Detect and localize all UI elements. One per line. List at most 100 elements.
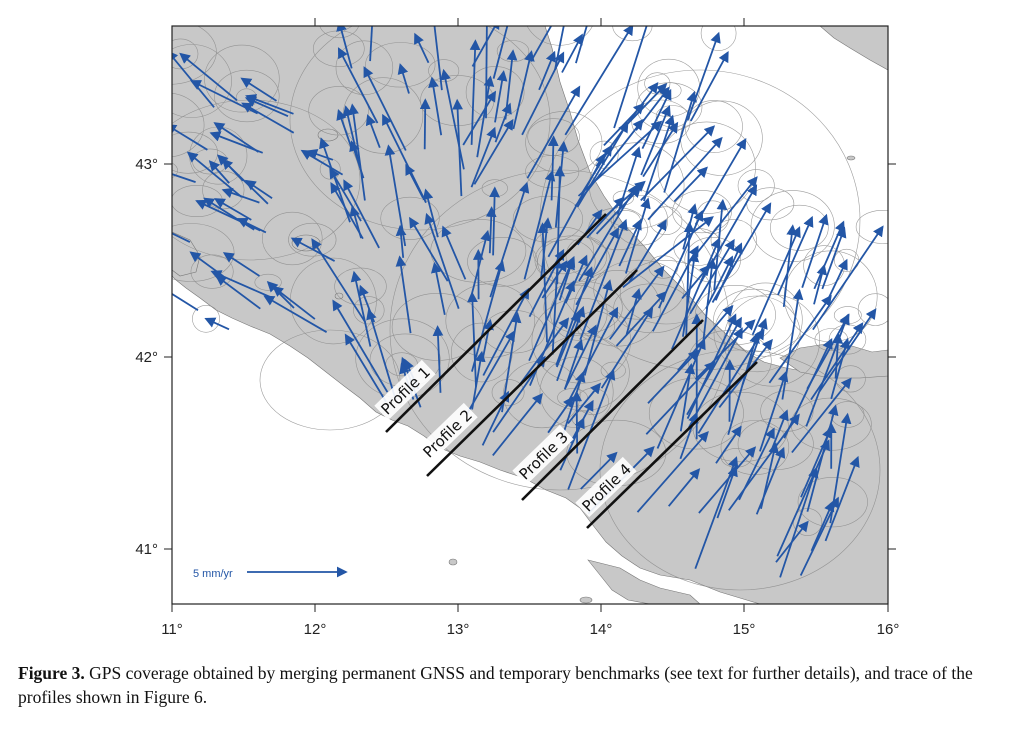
velocity-vector bbox=[409, 216, 449, 282]
velocity-vector bbox=[777, 215, 814, 296]
velocity-vector bbox=[759, 370, 789, 452]
uncertainty-ellipse bbox=[172, 131, 218, 174]
velocity-vector bbox=[640, 125, 716, 202]
velocity-vector bbox=[430, 261, 446, 315]
velocity-vector bbox=[179, 52, 238, 101]
uncertainty-ellipse bbox=[532, 226, 594, 275]
velocity-vector bbox=[714, 242, 743, 301]
uncertainty-ellipse bbox=[214, 69, 280, 123]
velocity-vector bbox=[608, 265, 665, 340]
velocity-vector bbox=[574, 118, 644, 207]
velocity-vector bbox=[547, 135, 559, 201]
velocity-vector bbox=[337, 47, 379, 124]
velocity-vector bbox=[635, 86, 670, 131]
uncertainty-ellipse bbox=[713, 295, 801, 373]
velocity-vector bbox=[348, 103, 366, 201]
velocity-vector bbox=[414, 32, 430, 64]
velocity-vector bbox=[172, 173, 196, 183]
velocity-vector bbox=[575, 26, 588, 64]
velocity-vector bbox=[727, 332, 760, 435]
y-tick-43: 43° bbox=[135, 156, 158, 173]
uncertainty-ellipse bbox=[649, 206, 683, 235]
velocity-vector bbox=[424, 212, 460, 309]
profile-2-trace bbox=[426, 269, 638, 477]
velocity-vector bbox=[452, 98, 463, 197]
velocity-vector bbox=[311, 238, 367, 323]
velocity-vector bbox=[489, 181, 530, 298]
velocity-vector bbox=[641, 88, 672, 149]
velocity-vector bbox=[209, 131, 264, 154]
uncertainty-ellipse bbox=[172, 44, 232, 118]
velocity-vector bbox=[523, 169, 556, 280]
land-sardinia-tip bbox=[172, 231, 201, 277]
velocity-vector bbox=[492, 26, 509, 79]
velocity-vector bbox=[681, 264, 711, 299]
uncertainty-ellipse bbox=[684, 237, 741, 283]
velocity-vector bbox=[699, 184, 758, 284]
velocity-vector bbox=[694, 138, 747, 226]
velocity-vector bbox=[577, 120, 663, 197]
velocity-vector bbox=[343, 179, 380, 249]
uncertainty-ellipse bbox=[391, 292, 484, 361]
island-giglio bbox=[334, 292, 344, 300]
velocity-vector bbox=[625, 287, 642, 336]
y-axis-labels: 43° 42° 41° bbox=[135, 156, 158, 558]
velocity-vector bbox=[686, 313, 737, 419]
velocity-vector bbox=[494, 70, 508, 123]
velocity-vector bbox=[501, 311, 522, 413]
velocity-vector bbox=[738, 427, 775, 501]
velocity-vector bbox=[462, 90, 497, 146]
uncertainty-ellipse bbox=[491, 379, 525, 406]
velocity-vector bbox=[554, 165, 566, 285]
velocity-vector bbox=[471, 350, 486, 410]
velocity-vector bbox=[208, 160, 230, 184]
velocity-vector bbox=[494, 102, 512, 143]
velocity-vector bbox=[395, 224, 407, 258]
velocity-vector bbox=[636, 430, 709, 513]
velocity-vector bbox=[526, 85, 581, 179]
velocity-vector bbox=[263, 295, 328, 333]
velocity-vector bbox=[692, 176, 758, 259]
velocity-vector bbox=[801, 213, 829, 288]
velocity-vector bbox=[561, 33, 583, 73]
velocity-vector bbox=[244, 179, 273, 200]
velocity-vector bbox=[272, 285, 316, 320]
velocity-vector bbox=[555, 311, 581, 368]
uncertainty-ellipse bbox=[450, 322, 513, 383]
velocity-vector bbox=[679, 411, 699, 460]
velocity-vector bbox=[642, 121, 679, 178]
velocity-vector bbox=[469, 39, 481, 145]
velocity-vector bbox=[805, 313, 850, 427]
velocity-vector bbox=[473, 118, 514, 185]
velocity-vector bbox=[489, 186, 500, 256]
uncertainty-ellipse bbox=[567, 0, 625, 18]
velocity-vector bbox=[728, 413, 800, 511]
velocity-vector bbox=[419, 98, 431, 150]
velocity-vector bbox=[172, 292, 199, 312]
velocity-vector bbox=[470, 126, 497, 188]
velocity-vector bbox=[397, 63, 410, 94]
velocity-vector bbox=[241, 102, 295, 134]
velocity-vector bbox=[363, 66, 407, 151]
velocity-vector bbox=[713, 198, 728, 291]
uncertainty-ellipse bbox=[172, 38, 199, 70]
velocity-vector bbox=[705, 255, 733, 310]
uncertainty-ellipse bbox=[769, 204, 829, 251]
velocity-vector bbox=[688, 327, 743, 428]
uncertainty-ellipse bbox=[536, 334, 630, 411]
x-tick-15: 15° bbox=[733, 621, 756, 638]
gps-velocity-map: Profile 1 Profile 2 Profile 3 Profile 4 … bbox=[135, 0, 899, 638]
velocity-vector bbox=[689, 238, 735, 315]
velocity-vector bbox=[470, 229, 491, 297]
caption-label: Figure 3. bbox=[18, 663, 85, 683]
velocity-vector bbox=[618, 218, 642, 267]
velocity-vector bbox=[547, 396, 574, 434]
velocity-vector bbox=[350, 270, 372, 347]
uncertainty-ellipse bbox=[700, 26, 737, 51]
velocity-vector bbox=[172, 124, 208, 151]
velocity-vector bbox=[690, 51, 729, 122]
uncertainty-ellipse bbox=[308, 86, 369, 136]
velocity-vector bbox=[580, 144, 613, 196]
velocity-vector bbox=[530, 26, 553, 62]
uncertainty-ellipse bbox=[172, 162, 178, 179]
